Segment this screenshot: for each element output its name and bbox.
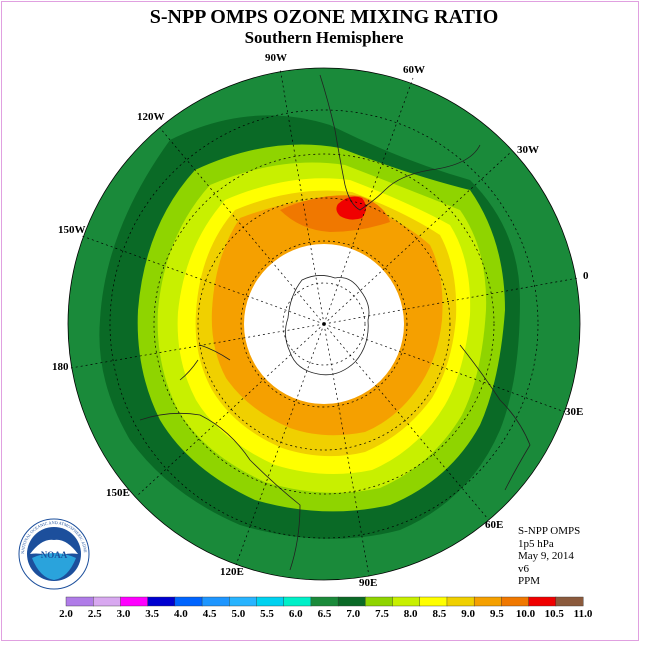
figure-frame [1,1,639,641]
colorbar-label: 5.0 [231,608,245,620]
colorbar-swatch [283,596,312,607]
colorbar-label: 4.0 [174,608,188,620]
colorbar-swatch [256,596,285,607]
colorbar-swatch [528,596,557,607]
colorbar-swatch [147,596,176,607]
meridian-label-60e: 60E [485,519,503,531]
colorbar-label: 9.5 [490,608,504,620]
colorbar-swatch [201,596,230,607]
pole-dot [322,322,326,326]
coast-south-america [319,74,481,211]
colorbar-swatch [174,596,203,607]
noaa-logo: NOAA NATIONAL OCEANIC AND ATMOSPHERIC AD… [18,518,90,590]
page-subtitle: Southern Hemisphere [244,28,404,47]
colorbar-label: 10.0 [516,608,536,620]
colorbar-label: 6.5 [318,608,332,620]
colorbar: 2.0 2.5 3.0 3.5 4.0 4.5 5.0 5.5 6.0 6.5 7.0 7.5 8.0 8… [59,596,593,620]
colorbar-label: 2.0 [59,608,73,620]
info-box: S-NPP OMPS 1p5 hPa May 9, 2014 v6 PPM [518,525,580,588]
info-version: v6 [518,562,529,575]
coastlines [139,74,531,571]
colorbar-swatch [446,596,475,607]
colorbar-swatch [419,596,448,607]
meridian-label-120e: 120E [220,566,244,578]
colorbar-swatch [93,596,121,607]
colorbar-swatch [229,596,257,607]
coast-antarctica [285,275,370,376]
map-disc-border [67,67,581,581]
info-date: May 9, 2014 [518,550,574,562]
logo-wordmark: NOAA [41,550,68,560]
colorbar-label: 6.0 [289,608,303,620]
colorbar-swatch [501,596,530,607]
colorbar-swatch [365,596,394,607]
colorbar-label: 5.5 [260,608,274,620]
meridian-label-0: 0 [583,270,589,282]
colorbar-label: 8.5 [433,608,447,620]
info-product: S-NPP OMPS [518,525,581,537]
colorbar-label: 9.0 [461,608,475,620]
coast-africa [459,344,531,491]
info-units: PPM [518,575,541,587]
colorbar-swatch [392,596,421,607]
colorbar-swatch [120,596,149,607]
meridian-label-30w: 30W [517,144,539,156]
coast-australia [139,412,301,571]
meridian-label-90w: 90W [265,52,287,64]
meridian-labels: 90W 60W 30W 0 30E 60E 90E 120E 150E 180 … [52,52,589,589]
colorbar-label: 11.0 [574,608,593,620]
meridian-label-30e: 30E [565,406,583,418]
colorbar-label: 7.0 [346,608,360,620]
colorbar-swatch [310,596,339,607]
colorbar-label: 7.5 [375,608,389,620]
coast-new-zealand [179,344,231,381]
colorbar-label: 10.5 [545,608,565,620]
meridian-label-150w: 150W [58,224,86,236]
colorbar-swatch [65,596,94,607]
colorbar-label: 3.0 [117,608,131,620]
info-level: 1p5 hPa [518,537,554,550]
meridian-label-180: 180 [52,361,69,373]
meridian-label-90e: 90E [359,577,377,589]
graticule [70,67,579,577]
colorbar-swatch [555,596,584,607]
colorbar-swatch [337,596,366,607]
meridian-label-120w: 120W [137,111,165,123]
colorbar-label: 3.5 [145,608,159,620]
page-title: S-NPP OMPS OZONE MIXING RATIO [149,6,499,28]
meridian-label-60w: 60W [403,64,425,76]
colorbar-label: 2.5 [88,608,102,620]
region-red-max [336,196,366,220]
colorbar-swatch [473,596,502,607]
colorbar-label: 8.0 [404,608,418,620]
meridian-label-150e: 150E [106,487,130,499]
colorbar-label: 4.5 [203,608,217,620]
